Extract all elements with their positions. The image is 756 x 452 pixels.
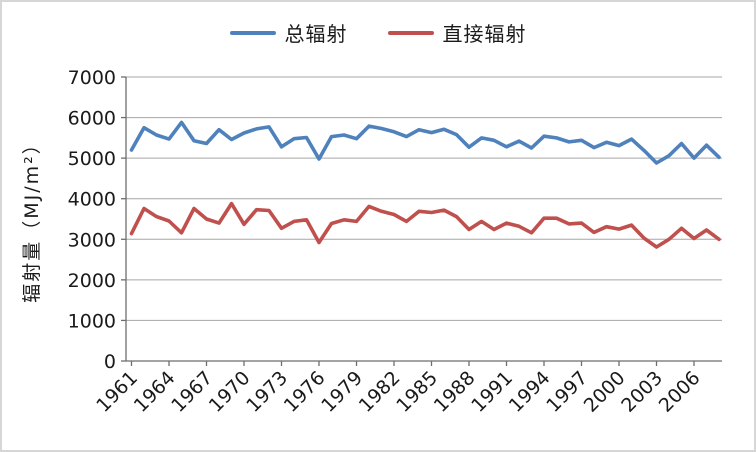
y-tick-label: 6000 — [68, 108, 116, 130]
x-tick-label: 2003 — [617, 367, 667, 417]
y-tick-label: 7000 — [68, 67, 116, 89]
x-tick-label: 1964 — [130, 367, 180, 417]
x-tick-label: 1982 — [355, 367, 405, 417]
x-tick-label: 1991 — [467, 367, 517, 417]
series-line-total-radiation — [129, 120, 721, 165]
legend-line-swatch-direct — [387, 30, 434, 35]
x-tick-label: 1967 — [167, 367, 217, 417]
x-tick-label: 1985 — [392, 367, 442, 417]
x-tick-label: 1976 — [280, 367, 330, 417]
x-tick-label: 1961 — [92, 367, 142, 417]
chart-legend: 总辐射 直接辐射 — [2, 18, 754, 47]
x-tick-label: 1988 — [430, 367, 480, 417]
legend-line-swatch-total — [229, 30, 276, 35]
legend-label-direct: 直接辐射 — [442, 22, 527, 46]
legend-item-direct-radiation: 直接辐射 — [387, 18, 527, 47]
y-tick-label: 2000 — [68, 270, 116, 292]
series-line-direct-radiation — [129, 201, 721, 249]
y-tick-label: 1000 — [68, 310, 116, 332]
y-tick-label: 4000 — [68, 189, 116, 211]
legend-label-total: 总辐射 — [284, 22, 348, 46]
y-tick-label: 0 — [104, 351, 116, 373]
y-tick-label: 5000 — [68, 148, 116, 170]
legend-item-total-radiation: 总辐射 — [229, 18, 348, 47]
y-tick-label: 3000 — [68, 229, 116, 251]
x-tick-label: 1973 — [242, 367, 292, 417]
x-tick-label: 1970 — [205, 367, 255, 417]
x-tick-label: 1994 — [505, 367, 555, 417]
x-tick-label: 1979 — [317, 367, 367, 417]
x-tick-label: 2006 — [655, 367, 705, 417]
x-tick-label: 2000 — [580, 367, 630, 417]
x-tick-label: 1997 — [542, 367, 592, 417]
